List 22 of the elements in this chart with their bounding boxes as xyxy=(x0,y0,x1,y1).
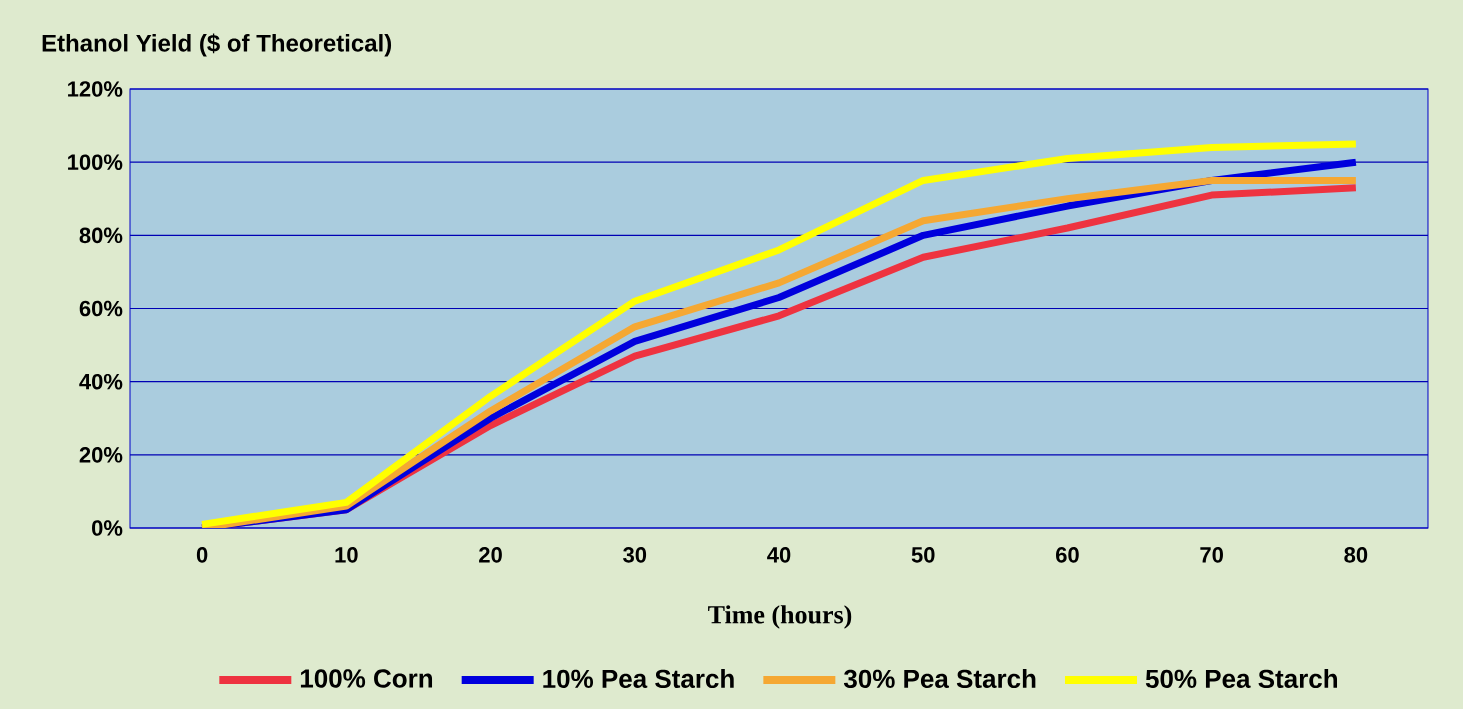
x-axis-title: Time (hours) xyxy=(708,605,852,629)
y-tick-label: 20% xyxy=(79,447,123,463)
x-tick-label: 80 xyxy=(1344,547,1368,563)
legend-label: 30% Pea Starch xyxy=(843,668,1036,689)
x-tick-label: 70 xyxy=(1200,547,1223,563)
x-tick-label: 50 xyxy=(911,547,935,563)
y-tick-label: 0% xyxy=(92,520,123,536)
y-tick-label: 80% xyxy=(79,227,123,244)
x-tick-label: 60 xyxy=(1056,547,1079,563)
y-tick-label: 40% xyxy=(79,373,123,390)
legend-label: 100% Corn xyxy=(300,669,433,688)
y-axis-title: Ethanol Yield ($ of Theoretical) xyxy=(42,33,392,57)
x-tick-label: 0 xyxy=(196,547,208,563)
x-tick-label: 20 xyxy=(479,547,502,563)
x-tick-label: 10 xyxy=(335,547,358,563)
y-tick-label: 120% xyxy=(68,81,123,97)
x-tick-label: 30 xyxy=(623,547,647,563)
x-tick-label: 40 xyxy=(767,547,791,563)
y-tick-label: 100% xyxy=(68,154,123,170)
y-tick-label: 60% xyxy=(79,300,123,317)
legend-label: 10% Pea Starch xyxy=(543,668,734,689)
legend-label: 50% Pea Starch xyxy=(1145,668,1338,689)
